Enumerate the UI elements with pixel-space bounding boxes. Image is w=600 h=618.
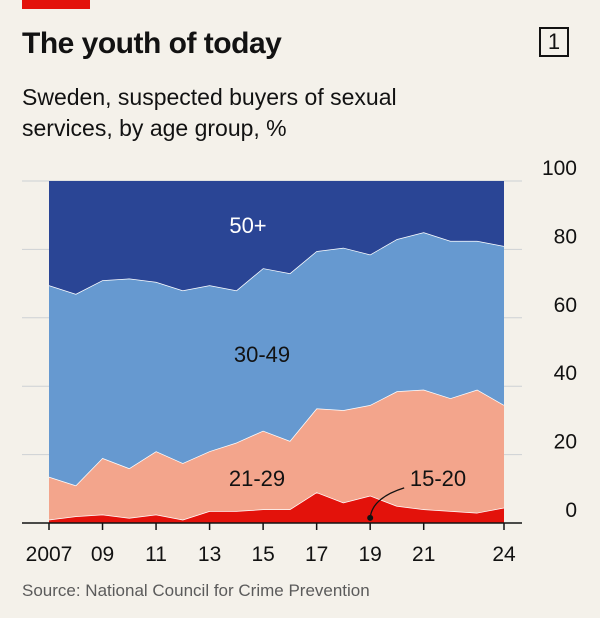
x-tick-label: 2007 — [26, 543, 73, 566]
x-tick-label: 13 — [198, 543, 221, 566]
x-tick-label: 11 — [145, 543, 167, 566]
x-tick-label: 19 — [358, 543, 381, 566]
y-tick-label: 80 — [554, 225, 577, 248]
y-tick-label: 100 — [542, 157, 577, 180]
source-note: Source: National Council for Crime Preve… — [22, 581, 370, 600]
series-label-15-20: 15-20 — [410, 466, 466, 491]
annotation-dot — [367, 514, 374, 521]
area-21-29 — [49, 389, 504, 520]
series-label-30-49: 30-49 — [234, 342, 290, 367]
y-tick-label: 40 — [554, 362, 577, 385]
chart-title: The youth of today — [22, 27, 282, 60]
x-tick-labels: 2007 09 11 13 15 17 19 21 24 — [26, 543, 516, 566]
y-tick-labels: 0 20 40 60 80 100 — [542, 157, 577, 522]
y-tick-label: 20 — [554, 431, 577, 454]
area-15-20 — [49, 492, 504, 523]
series-label-50plus: 50+ — [229, 213, 266, 238]
area-30-49 — [49, 232, 504, 486]
x-tick-label: 17 — [305, 543, 328, 566]
y-tick-label: 0 — [565, 499, 577, 522]
x-tick-label: 24 — [492, 543, 516, 566]
series-labels: 50+ 30-49 21-29 15-20 — [229, 213, 466, 521]
axes — [22, 522, 522, 530]
chart-number-badge: 1 — [539, 27, 569, 57]
series-label-21-29: 21-29 — [229, 466, 285, 491]
x-tick-label: 21 — [412, 543, 435, 566]
area-series — [48, 181, 505, 523]
x-tick-label: 15 — [251, 543, 274, 566]
x-tick-label: 09 — [91, 543, 114, 566]
y-tick-label: 60 — [554, 294, 577, 317]
chart-subtitle: Sweden, suspected buyers of sexual servi… — [22, 84, 397, 141]
area-50plus — [49, 181, 504, 294]
accent-bar — [22, 0, 90, 9]
annotation-leader-line — [369, 487, 405, 518]
